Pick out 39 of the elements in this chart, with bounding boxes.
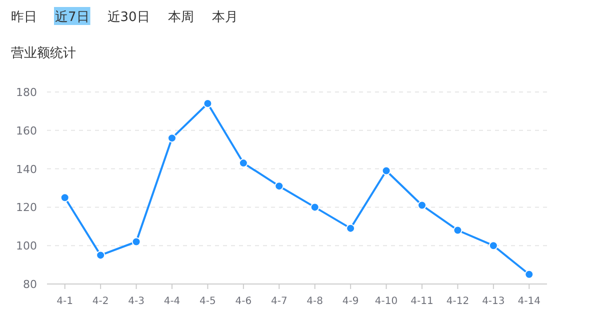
y-tick-label: 160 xyxy=(16,124,37,138)
y-tick-label: 80 xyxy=(23,278,37,291)
x-tick-label: 4-10 xyxy=(374,296,398,307)
x-tick-label: 4-4 xyxy=(164,296,180,307)
x-tick-label: 4-11 xyxy=(410,296,434,307)
x-tick-label: 4-1 xyxy=(56,296,74,307)
text: 本周 xyxy=(168,10,194,25)
point xyxy=(418,200,426,210)
point xyxy=(132,237,141,246)
point xyxy=(96,250,106,260)
y-tick-label: 180 xyxy=(16,86,37,99)
x-tick-label: 4-14 xyxy=(518,296,540,307)
point xyxy=(382,166,391,176)
point xyxy=(60,193,70,202)
text: 近30日 xyxy=(107,10,150,25)
y-tick-label: 100 xyxy=(16,240,37,253)
text: 本月 xyxy=(212,10,238,25)
point xyxy=(346,224,356,233)
x-tick-label: 4-7 xyxy=(270,296,288,307)
y-tick-label: 140 xyxy=(16,162,37,176)
x-tick-label: 4-13 xyxy=(482,296,505,307)
x-tick-label: 4-2 xyxy=(92,296,109,307)
x-tick-label: 4-3 xyxy=(128,296,144,307)
x-tick-label: 4-5 xyxy=(200,296,216,307)
point xyxy=(524,270,534,279)
point xyxy=(168,134,176,143)
y-tick-label: 120 xyxy=(16,201,37,214)
point xyxy=(453,226,462,235)
x-tick-label: 4-6 xyxy=(235,296,252,307)
x-tick-label: 4-9 xyxy=(342,296,359,307)
point xyxy=(203,99,212,108)
x-tick-label: 4-12 xyxy=(446,296,470,307)
point xyxy=(488,241,498,250)
x-tick-label: 4-8 xyxy=(306,296,324,307)
text: 昨日 xyxy=(11,10,37,25)
point xyxy=(274,182,284,191)
chart-title: 营业额统计 xyxy=(11,46,76,61)
point xyxy=(310,202,320,212)
text: 近7日 xyxy=(55,10,90,25)
